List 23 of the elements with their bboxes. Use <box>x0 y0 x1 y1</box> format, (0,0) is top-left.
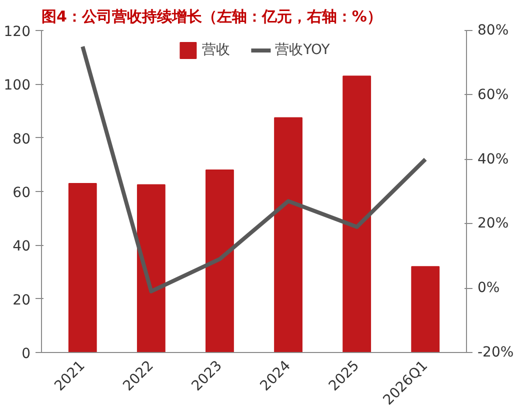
y-tick-label: 0 <box>22 346 31 362</box>
bar <box>68 182 97 352</box>
legend-label: 营收 <box>202 41 230 59</box>
y2-tick-label: 80% <box>478 22 509 38</box>
y-tick-label: 100 <box>4 78 31 94</box>
bar <box>411 266 440 352</box>
y2-tick-label: 40% <box>478 151 509 168</box>
line-series <box>80 44 428 294</box>
y2-tick-label: 60% <box>478 86 509 103</box>
y-tick-label: 40 <box>12 238 31 255</box>
y-tick-label: 120 <box>4 24 31 40</box>
bar <box>206 170 234 352</box>
y2-tick-label: 20% <box>478 216 509 232</box>
y-tick-label: 60 <box>12 185 31 201</box>
bar <box>274 117 302 352</box>
y2-tick-label: 0% <box>478 280 500 296</box>
legend-label: 营收YOY <box>275 41 330 59</box>
bar <box>342 76 372 352</box>
y-tick-label: 80 <box>12 131 31 148</box>
y2-tick-label: -20% <box>478 344 514 360</box>
chart-title: 图4：公司营收持续增长（左轴：亿元，右轴：%） <box>42 8 382 26</box>
bar <box>136 184 166 352</box>
y-tick-label: 20 <box>12 292 31 308</box>
